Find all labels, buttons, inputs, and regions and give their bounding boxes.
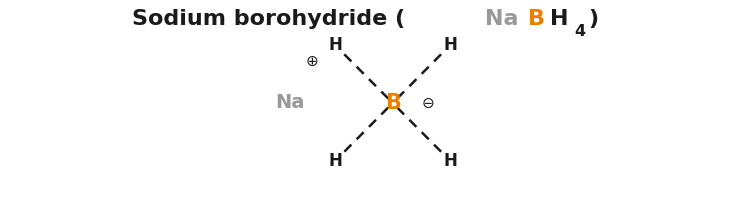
- Text: H: H: [328, 36, 342, 54]
- Text: ⊕: ⊕: [305, 54, 319, 69]
- Text: B: B: [528, 9, 545, 29]
- Text: H: H: [443, 36, 457, 54]
- Text: 4: 4: [574, 24, 585, 39]
- Text: H: H: [328, 152, 342, 170]
- Text: B: B: [385, 93, 401, 113]
- Text: H: H: [443, 152, 457, 170]
- Text: Na: Na: [485, 9, 518, 29]
- Text: Na: Na: [275, 94, 305, 112]
- Text: ⊖: ⊖: [421, 96, 435, 110]
- Text: Sodium borohydride (: Sodium borohydride (: [132, 9, 406, 29]
- Text: H: H: [550, 9, 569, 29]
- Text: ): ): [589, 9, 598, 29]
